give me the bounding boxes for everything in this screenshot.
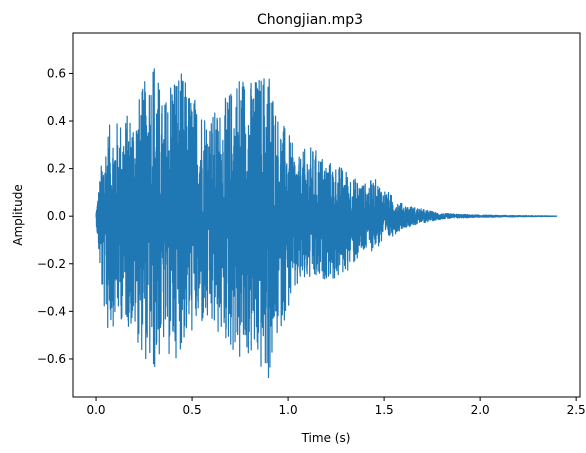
x-axis-label: Time (s) xyxy=(301,431,351,445)
x-tick-label: 2.0 xyxy=(471,403,490,417)
plot-area xyxy=(72,32,581,398)
chart-title: Chongjian.mp3 xyxy=(257,12,363,28)
y-tick-label: −0.4 xyxy=(37,304,66,318)
y-tick-label: 0.4 xyxy=(47,114,66,128)
y-tick-label: 0.2 xyxy=(47,162,66,176)
x-tick-label: 1.5 xyxy=(375,403,394,417)
y-tick-label: 0.0 xyxy=(47,209,66,223)
y-axis-label: Amplitude xyxy=(11,184,25,246)
x-tick-label: 0.0 xyxy=(86,403,105,417)
y-tick-label: 0.6 xyxy=(47,66,66,80)
x-tick-label: 1.0 xyxy=(279,403,298,417)
x-axis: 0.0 0.5 1.0 1.5 2.0 2.5 xyxy=(86,397,586,417)
y-tick-label: −0.6 xyxy=(37,352,66,366)
y-tick-label: −0.2 xyxy=(37,257,66,271)
waveform-line xyxy=(95,68,558,379)
y-axis: −0.6 −0.4 −0.2 0.0 0.2 0.4 0.6 xyxy=(37,66,73,366)
waveform-series xyxy=(95,68,558,379)
plot-frame xyxy=(72,32,581,398)
x-tick-label: 2.5 xyxy=(567,403,586,417)
x-tick-label: 0.5 xyxy=(183,403,202,417)
